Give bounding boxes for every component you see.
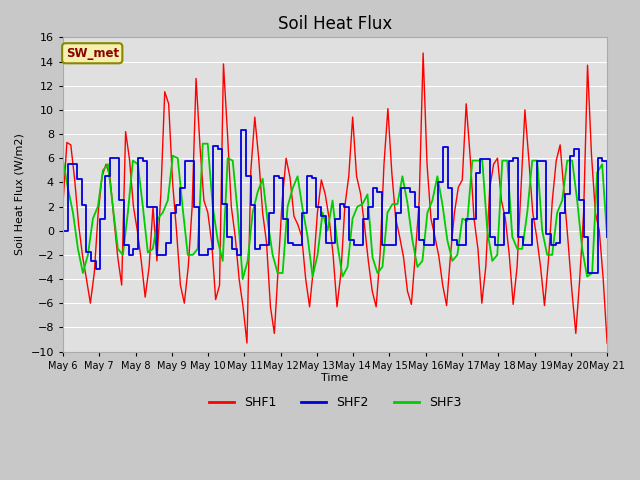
SHF2 xyxy=(584,270,592,276)
SHF1 xyxy=(114,254,122,260)
SHF3 xyxy=(598,161,606,167)
Line: SHF2: SHF2 xyxy=(63,131,607,273)
Y-axis label: Soil Heat Flux (W/m2): Soil Heat Flux (W/m2) xyxy=(15,133,25,255)
SHF1 xyxy=(90,270,98,276)
SHF2 xyxy=(163,240,170,246)
SHF1 xyxy=(419,50,427,56)
SHF1 xyxy=(157,192,164,197)
SHF3 xyxy=(199,141,207,146)
SHF3 xyxy=(319,210,326,216)
SHF1 xyxy=(604,340,611,346)
SHF1 xyxy=(79,253,86,259)
Title: Soil Heat Flux: Soil Heat Flux xyxy=(278,15,392,33)
SHF1 xyxy=(290,213,298,219)
SHF2 xyxy=(570,145,578,151)
SHF3 xyxy=(333,242,341,248)
SHF2 xyxy=(604,234,611,240)
X-axis label: Time: Time xyxy=(321,373,349,384)
SHF3 xyxy=(239,276,246,282)
SHF3 xyxy=(604,234,611,240)
SHF2 xyxy=(308,175,316,180)
SHF2 xyxy=(59,228,67,234)
Line: SHF1: SHF1 xyxy=(63,53,607,343)
SHF3 xyxy=(579,246,586,252)
Line: SHF3: SHF3 xyxy=(63,144,607,279)
SHF1 xyxy=(333,304,341,310)
SHF3 xyxy=(59,158,67,164)
SHF2 xyxy=(205,246,212,252)
SHF1 xyxy=(243,340,251,346)
SHF2 xyxy=(172,203,179,208)
SHF3 xyxy=(224,156,232,161)
SHF3 xyxy=(454,252,461,258)
SHF2 xyxy=(186,158,193,164)
Text: SW_met: SW_met xyxy=(66,47,119,60)
SHF2 xyxy=(237,128,245,133)
Legend: SHF1, SHF2, SHF3: SHF1, SHF2, SHF3 xyxy=(204,391,466,414)
SHF1 xyxy=(59,201,67,207)
